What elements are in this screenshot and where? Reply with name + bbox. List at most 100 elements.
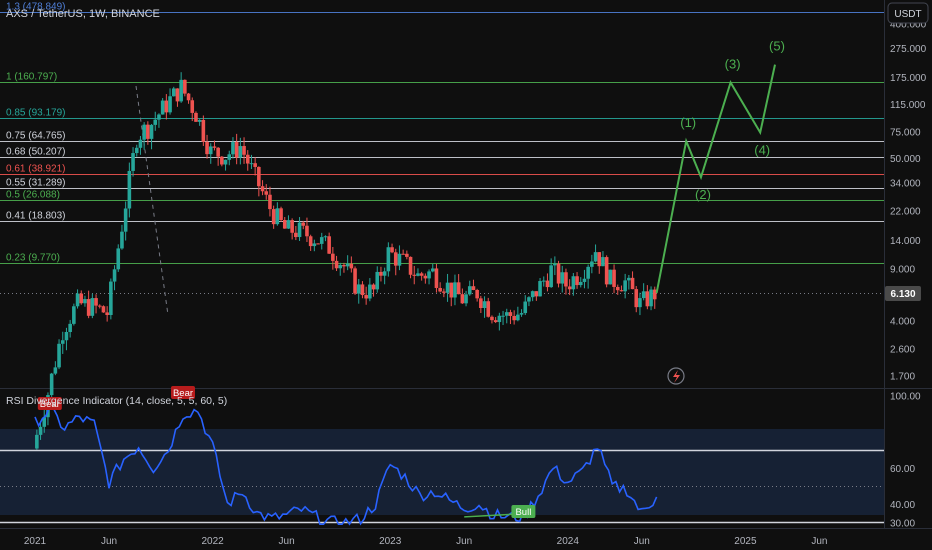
fib-label: 0.75 (64.765) — [6, 131, 66, 142]
currency-button-label[interactable]: USDT — [894, 9, 921, 20]
candle-body — [504, 312, 509, 316]
candle-body — [612, 269, 616, 287]
rsi-title: RSI Divergence Indicator (14, close, 5, … — [6, 395, 227, 407]
candle-body — [405, 253, 409, 257]
candle-body — [615, 286, 620, 291]
candle-body — [382, 271, 387, 276]
candle-body — [305, 225, 309, 237]
candle-body — [460, 294, 465, 304]
candle-body — [183, 79, 187, 94]
candle-body — [90, 298, 95, 316]
candle-body — [490, 316, 494, 321]
candle-body — [360, 284, 365, 296]
candle-body — [68, 323, 72, 332]
candle-body — [223, 159, 228, 165]
candle-body — [164, 100, 169, 113]
bull-label — [511, 505, 536, 518]
candle-body — [146, 124, 150, 139]
lightning-icon[interactable] — [667, 367, 685, 385]
price-tick-label: 115.000 — [890, 100, 926, 111]
price-tick-label: 2.600 — [890, 344, 915, 355]
rsi-tick-label: 60.00 — [890, 464, 915, 475]
candle-body — [545, 280, 550, 288]
candle-body — [567, 286, 572, 290]
candle-body — [179, 79, 183, 102]
candle-body — [245, 154, 250, 164]
candle-body — [101, 306, 106, 313]
candle-body — [208, 146, 213, 155]
candle-body — [60, 340, 65, 344]
candle-body — [475, 289, 479, 299]
candle-body — [231, 142, 235, 155]
candle-body — [368, 284, 372, 299]
candle-body — [630, 277, 635, 290]
price-tick-label: 22.000 — [890, 207, 921, 218]
fib-label: 0.68 (50.207) — [6, 147, 66, 158]
candle-body — [83, 299, 87, 304]
candles — [35, 72, 657, 450]
fib-label: 1.3 (478.849) — [6, 2, 66, 13]
fib-levels: 1.3 (478.849) 1 (160.797) 0.85 (93.179) 0.7… — [0, 2, 884, 294]
last-price-label: 6.130 — [890, 289, 915, 300]
candle-body — [301, 222, 306, 226]
candle-body — [393, 252, 398, 266]
candle-body — [142, 124, 146, 140]
bear-label — [171, 386, 195, 399]
candle-body — [349, 263, 354, 269]
candle-body — [42, 417, 47, 427]
candle-body — [453, 282, 457, 298]
price-tick-label: 400.000 — [890, 20, 927, 31]
wave-label: (4) — [754, 142, 770, 157]
candle-body — [205, 141, 209, 155]
price-tick-label: 50.000 — [890, 154, 921, 165]
candle-body — [53, 367, 58, 374]
price-tick-label: 4.000 — [890, 317, 915, 328]
candle-body — [445, 282, 450, 293]
time-tick-label: 2021 — [24, 536, 47, 547]
candle-body — [493, 320, 498, 323]
candle-body — [541, 280, 546, 282]
currency-button[interactable]: USDT — [887, 2, 929, 24]
candle-body — [379, 271, 383, 276]
candle-body — [149, 124, 154, 139]
symbol-title: AXS / TetherUS, 1W, BINANCE — [6, 8, 160, 20]
candle-body — [412, 274, 417, 276]
candle-body — [416, 273, 420, 276]
candle-body — [109, 281, 113, 315]
candle-body — [586, 266, 590, 279]
candle-body — [342, 265, 346, 267]
candle-body — [501, 315, 505, 317]
candle-body — [364, 295, 368, 299]
candle-body — [549, 265, 553, 288]
candle-body — [423, 275, 428, 279]
candle-body — [123, 208, 128, 232]
candle-body — [249, 163, 254, 165]
candle-body — [331, 253, 335, 261]
candle-body — [308, 236, 313, 247]
price-tick-label: 175.000 — [890, 73, 927, 84]
candle-body — [601, 257, 605, 267]
candle-body — [57, 343, 61, 368]
price-tick-label: 275.000 — [890, 44, 927, 55]
rsi-tick-label: 100.00 — [890, 391, 921, 402]
candle-body — [297, 222, 302, 238]
price-axis: 400.000 275.000 175.000 115.000 75.000 50.000… — [890, 20, 927, 383]
candle-body — [327, 236, 331, 254]
candle-body — [482, 301, 487, 309]
candle-body — [375, 271, 380, 290]
candle-body — [442, 291, 446, 293]
candle-body — [604, 257, 609, 285]
fib-label: 0.61 (38.921) — [6, 164, 66, 175]
candle-body — [456, 282, 461, 295]
candle-body — [120, 231, 124, 249]
trend-dashed-line — [135, 85, 169, 316]
time-tick-label: 2023 — [379, 536, 402, 547]
candle-body — [571, 276, 576, 290]
candle-body — [634, 289, 639, 308]
candle-body — [294, 232, 298, 238]
time-tick-label: 2025 — [734, 536, 757, 547]
candle-body — [319, 237, 324, 244]
time-axis: 2021 Jun 2022 Jun 2023 Jun 2024 Jun 2025 Jun — [24, 536, 828, 547]
